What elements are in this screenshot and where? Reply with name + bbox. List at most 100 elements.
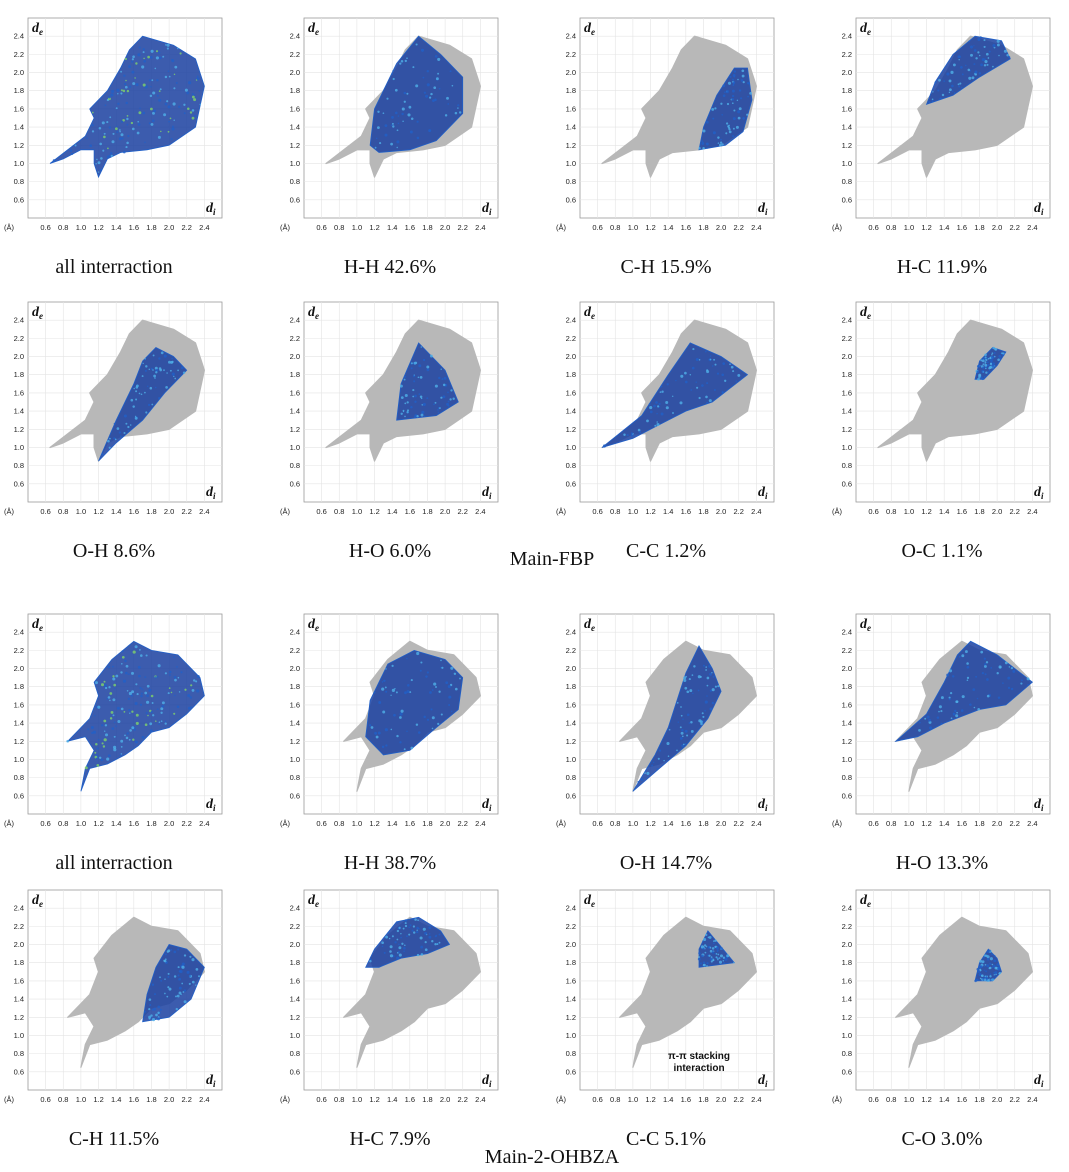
data-point [641,778,644,781]
data-point [150,49,154,53]
y-tick-label: 1.4 [290,719,300,728]
data-point [961,654,965,658]
data-point [675,379,677,382]
data-point [697,957,701,961]
data-point [173,87,176,90]
data-point [158,357,161,360]
x-tick-label: 2.4 [475,1095,485,1104]
data-point [704,709,706,712]
y-tick-label: 1.4 [290,995,300,1004]
data-point [106,757,110,761]
data-point [447,404,450,407]
data-point [160,707,164,711]
data-point [166,100,169,103]
data-point [683,678,687,683]
x-tick-label: 1.8 [146,819,156,828]
y-axis-label: de [584,893,595,909]
x-tick-label: 1.2 [369,507,379,516]
data-point [987,357,990,360]
data-point [375,735,379,739]
y-tick-label: 1.2 [842,141,852,150]
data-point [113,721,116,724]
data-point [138,392,141,395]
data-point [97,705,101,709]
data-point [458,111,462,114]
data-point [149,722,153,726]
fingerprint-panel: 0.6 0.6 0.8 0.8 1.0 1.0 1.2 1.2 1.4 1.4 1.6 1.6 1.8 1… [552,12,780,290]
axis-unit: (Å) [556,819,567,828]
data-point [422,927,426,931]
data-point [692,692,694,695]
y-tick-label: 2.0 [842,352,852,361]
data-point [108,437,111,440]
data-point [731,97,735,101]
x-tick-label: 1.4 [111,1095,121,1104]
data-point [403,950,405,953]
fingerprint-plot: 0.60.60.80.81.01.01.21.21.41.41.61.61.81… [832,17,1051,232]
data-point [125,101,128,105]
x-tick-label: 1.6 [957,223,967,232]
data-point [140,393,143,396]
data-point [136,131,140,135]
fingerprint-plot: 0.60.60.80.81.01.01.21.21.41.41.61.61.81… [556,889,775,1104]
data-point [99,756,102,759]
x-axis-subscript: i [765,491,768,501]
x-tick-label: 1.4 [663,819,673,828]
data-point [124,82,127,86]
data-point [976,967,980,971]
y-tick-label: 2.4 [290,32,300,41]
data-point [414,918,417,921]
data-point [422,402,426,406]
data-point [742,81,745,84]
data-point [704,947,706,950]
x-tick-label: 0.8 [886,223,896,232]
axis-unit: (Å) [832,507,843,516]
data-point [979,36,982,39]
data-point [407,684,410,687]
data-point [416,929,418,932]
y-axis-subscript: e [591,311,595,321]
data-point [101,724,104,727]
x-tick-label: 1.6 [129,223,139,232]
data-point [112,698,116,702]
y-tick-label: 0.8 [290,773,300,782]
data-point [984,361,987,364]
data-point [168,360,171,364]
data-point [120,753,123,755]
y-tick-label: 1.2 [842,737,852,746]
y-tick-label: 0.8 [842,773,852,782]
data-point [433,403,435,406]
y-tick-label: 2.2 [566,334,576,343]
data-point [404,922,407,925]
data-point [168,120,170,123]
y-tick-label: 0.6 [14,479,24,488]
data-point [966,679,969,681]
data-point [452,397,455,400]
x-tick-label: 1.2 [369,1095,379,1104]
data-point [981,671,985,675]
panel-caption: C-O 3.0% [901,1128,983,1150]
data-point [103,730,106,732]
x-tick-label: 2.2 [1010,819,1020,828]
data-point [129,712,131,715]
fingerprint-panel: 0.6 0.6 0.8 0.8 1.0 1.0 1.2 1.2 1.4 1.4 1.6 1.6 1.8 1… [0,608,228,886]
fingerprint-highlight-area [632,644,722,792]
data-point [994,974,996,977]
data-point [399,384,403,388]
data-point [428,935,432,939]
x-tick-label: 1.6 [681,223,691,232]
data-point [164,722,167,725]
data-point [113,748,117,752]
data-point [191,116,195,120]
x-tick-label: 0.8 [886,507,896,516]
data-point [671,395,674,398]
y-axis-subscript: e [867,899,871,909]
data-point [406,92,409,95]
data-point [148,122,151,125]
data-point [444,114,448,117]
data-point [135,683,138,686]
data-point [163,369,165,371]
data-point [397,122,400,125]
y-tick-label: 1.0 [566,159,576,168]
data-point [712,131,716,135]
